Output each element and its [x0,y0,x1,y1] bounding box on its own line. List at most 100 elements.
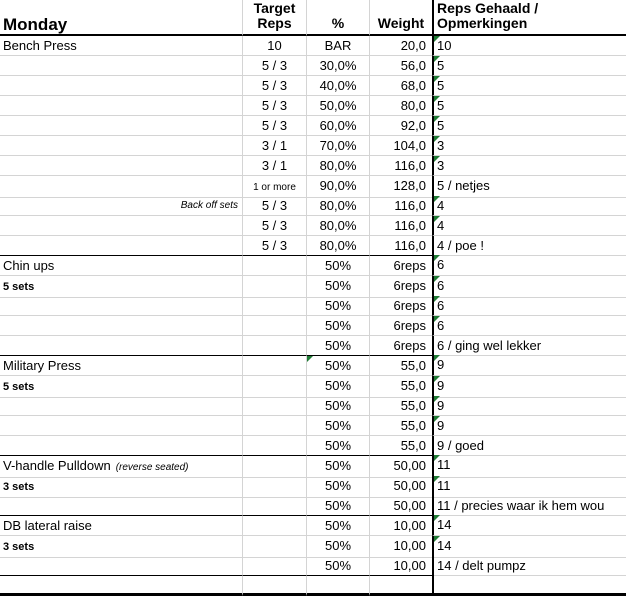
reps-achieved-cell[interactable]: 4 [432,196,626,216]
percent-cell[interactable]: 80,0% [307,236,370,256]
weight-cell[interactable]: 116,0 [370,236,433,256]
weight-cell[interactable]: 6reps [370,296,433,316]
target-reps-cell[interactable] [243,476,307,498]
percent-cell[interactable]: BAR [307,36,370,56]
reps-achieved-cell[interactable]: 6 [432,296,626,316]
weight-cell[interactable]: 6reps [370,336,433,356]
weight-cell[interactable]: 80,0 [370,96,433,116]
percent-cell[interactable]: 80,0% [307,156,370,176]
reps-achieved-cell[interactable]: 11 [432,455,626,478]
exercise-cell[interactable] [0,575,243,596]
percent-cell[interactable]: 50% [307,496,370,516]
reps-achieved-cell[interactable]: 6 [432,276,626,298]
reps-achieved-cell[interactable]: 14 [432,536,626,558]
reps-achieved-cell[interactable]: 5 [432,116,626,136]
percent-cell[interactable]: 50% [307,396,370,416]
weight-cell[interactable]: 10,00 [370,515,433,536]
percent-cell[interactable]: 50% [307,376,370,398]
weight-cell[interactable]: 50,00 [370,496,433,516]
reps-achieved-cell[interactable]: 9 [432,355,626,376]
target-reps-cell[interactable]: 3 / 1 [243,156,307,176]
exercise-cell[interactable] [0,56,243,76]
reps-achieved-cell[interactable]: 6 [432,316,626,336]
target-reps-cell[interactable]: 5 / 3 [243,56,307,76]
weight-cell[interactable]: 116,0 [370,216,433,236]
target-reps-cell[interactable] [243,376,307,398]
weight-cell[interactable]: 6reps [370,316,433,336]
exercise-cell[interactable]: DB lateral raise [0,515,243,536]
weight-cell[interactable]: 92,0 [370,116,433,136]
weight-cell[interactable]: 104,0 [370,136,433,156]
exercise-cell[interactable] [0,556,243,576]
reps-achieved-cell[interactable]: 11 [432,476,626,498]
percent-cell[interactable]: 50% [307,336,370,356]
weight-cell[interactable]: 68,0 [370,76,433,96]
percent-header[interactable]: % [307,0,370,36]
reps-achieved-cell[interactable]: 9 [432,376,626,398]
exercise-cell[interactable] [0,316,243,336]
target-reps-cell[interactable] [243,355,307,376]
weight-cell[interactable]: 55,0 [370,396,433,416]
weight-cell[interactable]: 6reps [370,276,433,298]
percent-cell[interactable]: 60,0% [307,116,370,136]
percent-cell[interactable]: 90,0% [307,176,370,198]
percent-cell[interactable]: 50% [307,296,370,316]
reps-achieved-cell[interactable]: 14 / delt pumpz [432,556,626,576]
percent-cell[interactable]: 50% [307,255,370,276]
target-reps-cell[interactable]: 5 / 3 [243,216,307,236]
exercise-cell[interactable]: Military Press [0,355,243,376]
exercise-cell[interactable] [0,296,243,316]
reps-achieved-cell[interactable]: 6 [432,255,626,276]
exercise-cell[interactable] [0,436,243,456]
exercise-cell[interactable]: 5 sets [0,376,243,398]
reps-achieved-cell[interactable]: 5 [432,56,626,76]
target-reps-cell[interactable]: 5 / 3 [243,96,307,116]
reps-achieved-cell[interactable]: 9 [432,416,626,436]
weight-cell[interactable]: 50,00 [370,455,433,478]
exercise-cell[interactable] [0,216,243,236]
exercise-cell[interactable] [0,336,243,356]
percent-cell[interactable]: 70,0% [307,136,370,156]
percent-cell[interactable]: 50,0% [307,96,370,116]
target-reps-cell[interactable] [243,536,307,558]
exercise-cell[interactable] [0,496,243,516]
target-reps-cell[interactable] [243,276,307,298]
weight-cell[interactable]: 116,0 [370,196,433,216]
percent-cell[interactable]: 40,0% [307,76,370,96]
percent-cell[interactable]: 80,0% [307,196,370,216]
reps-achieved-cell[interactable]: 5 / netjes [432,176,626,198]
reps-achieved-cell[interactable]: 9 / goed [432,436,626,456]
weight-cell[interactable] [370,575,433,596]
reps-achieved-cell[interactable]: 4 [432,216,626,236]
percent-cell[interactable]: 50% [307,476,370,498]
target-reps-cell[interactable]: 5 / 3 [243,236,307,256]
target-reps-cell[interactable] [243,336,307,356]
percent-cell[interactable]: 50% [307,416,370,436]
exercise-cell[interactable] [0,136,243,156]
reps-achieved-cell[interactable]: 11 / precies waar ik hem wou [432,496,626,516]
target-reps-cell[interactable] [243,316,307,336]
target-reps-cell[interactable] [243,575,307,596]
percent-cell[interactable]: 50% [307,536,370,558]
target-reps-cell[interactable] [243,436,307,456]
percent-cell[interactable]: 50% [307,515,370,536]
exercise-cell[interactable]: V-handle Pulldown (reverse seated) [0,455,243,478]
weight-cell[interactable]: 10,00 [370,556,433,576]
reps-achieved-cell[interactable]: 4 / poe ! [432,236,626,256]
percent-cell[interactable]: 50% [307,355,370,376]
percent-cell[interactable]: 30,0% [307,56,370,76]
target-reps-cell[interactable]: 10 [243,36,307,56]
percent-cell[interactable]: 80,0% [307,216,370,236]
reps-achieved-cell[interactable]: 10 [432,36,626,56]
target-reps-cell[interactable] [243,556,307,576]
reps-achieved-cell[interactable] [432,575,626,596]
reps-achieved-cell[interactable]: 5 [432,76,626,96]
weight-cell[interactable]: 56,0 [370,56,433,76]
target-reps-cell[interactable] [243,296,307,316]
target-reps-cell[interactable]: 5 / 3 [243,196,307,216]
reps-achieved-cell[interactable]: 6 / ging wel lekker [432,336,626,356]
exercise-cell[interactable]: Back off sets [0,196,243,216]
exercise-cell[interactable] [0,236,243,256]
exercise-cell[interactable]: Bench Press [0,36,243,56]
exercise-cell[interactable]: 5 sets [0,276,243,298]
